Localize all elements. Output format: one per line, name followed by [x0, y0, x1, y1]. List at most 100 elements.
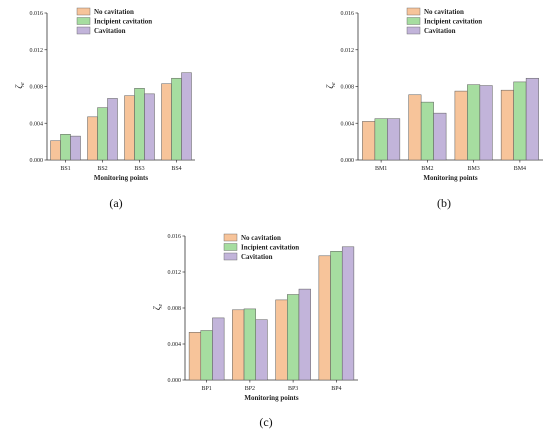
- y-tick-label: 0.004: [168, 342, 182, 348]
- bar-bs3-series-1: [124, 95, 135, 161]
- bar-bm4-series-2: [513, 81, 527, 161]
- x-tick-label: BS2: [97, 166, 107, 172]
- bar-bm1-series-3: [387, 118, 401, 161]
- legend-swatch-series-3: [76, 26, 91, 35]
- bar-bs3-series-3: [144, 93, 155, 161]
- panel-label: (b): [437, 196, 451, 210]
- bar-bs3-series-2: [134, 88, 145, 161]
- x-tick-label: BM4: [514, 166, 526, 172]
- legend-label-series-3: Cavitation: [241, 253, 273, 261]
- bar-bs1-series-3: [70, 135, 81, 161]
- bar-bs4-series-3: [181, 72, 192, 161]
- y-axis-label: ζe: [14, 82, 26, 89]
- chart-panel-3: 0.000 0.004 0.008 0.012 0.016 ζe BP1 BP2 BP3 BP4 M…: [152, 233, 358, 429]
- bar-bp4-series-2: [330, 251, 343, 381]
- chart-panel-1: 0.000 0.004 0.008 0.012 0.016 ζe BS1 BS2 BS3 BS4 M…: [14, 7, 195, 210]
- y-tick-label: 0.004: [341, 121, 355, 127]
- panel-label: (a): [109, 196, 122, 210]
- legend-label-series-1: No cavitation: [424, 8, 464, 16]
- y-tick-label: 0.008: [30, 85, 44, 91]
- legend-label-series-3: Cavitation: [94, 27, 126, 35]
- bar-bs4-series-2: [171, 77, 182, 161]
- y-tick-label: 0.000: [341, 158, 355, 164]
- x-tick-label: BS1: [60, 166, 70, 172]
- legend-label-series-2: Incipient cavitation: [424, 18, 482, 26]
- legend-label-series-2: Incipient cavitation: [94, 18, 152, 26]
- y-axis-symbol: ζ: [152, 305, 162, 310]
- bar-bm1-series-2: [374, 118, 388, 161]
- y-tick-label: 0.016: [341, 11, 355, 17]
- x-tick-label: BP3: [288, 386, 298, 392]
- bar-bs2-series-3: [107, 98, 118, 161]
- y-axis-label: ζe: [152, 304, 164, 311]
- x-axis-label: Monitoring points: [94, 174, 149, 182]
- bar-bs1-series-1: [50, 140, 61, 161]
- x-tick-label: BM2: [421, 166, 433, 172]
- x-tick-label: BS3: [134, 166, 144, 172]
- legend-swatch-series-3: [223, 252, 238, 261]
- bar-bp2-series-2: [243, 308, 256, 381]
- chart-panel-2: 0.000 0.004 0.008 0.012 0.016 ζe BM1 BM2 BM3 BM4 M…: [325, 7, 543, 210]
- y-axis-label: ζe: [325, 82, 337, 89]
- bar-bp1-series-1: [188, 332, 202, 381]
- y-tick-label: 0.004: [30, 121, 44, 127]
- legend-swatch-series-2: [76, 17, 91, 25]
- y-axis-subscript: e: [158, 304, 164, 307]
- legend-swatch-series-1: [223, 233, 238, 242]
- y-axis-subscript: e: [20, 82, 26, 85]
- bar-bm1-series-1: [362, 121, 376, 161]
- legend-swatch-series-2: [406, 17, 421, 25]
- y-axis-symbol: ζ: [14, 84, 24, 89]
- panel-label: (c): [259, 415, 272, 429]
- bar-bp3-series-3: [298, 288, 311, 381]
- x-tick-label: BS4: [171, 166, 181, 172]
- bar-bm4-series-1: [500, 89, 514, 161]
- legend-label-series-1: No cavitation: [241, 234, 281, 242]
- y-axis-symbol: ζ: [325, 84, 335, 89]
- y-tick-label: 0.000: [30, 158, 44, 164]
- bar-bm2-series-1: [408, 94, 422, 161]
- y-tick-label: 0.012: [168, 270, 182, 276]
- x-tick-label: BM1: [375, 166, 387, 172]
- y-tick-label: 0.012: [341, 48, 355, 54]
- bar-bp2-series-3: [255, 319, 268, 381]
- bar-bp2-series-1: [232, 309, 245, 381]
- bar-bs2-series-1: [87, 116, 98, 161]
- legend: No cavitation Incipient cavitationCavitat…: [223, 233, 299, 261]
- bar-bm3-series-2: [467, 84, 481, 161]
- bar-bp1-series-2: [200, 330, 213, 381]
- bar-bs2-series-2: [97, 107, 108, 161]
- legend: No cavitation Incipient cavitationCavitat…: [406, 7, 482, 35]
- legend-swatch-series-1: [76, 7, 91, 16]
- bar-bm4-series-3: [525, 77, 539, 161]
- bar-bm3-series-1: [454, 90, 468, 161]
- y-tick-label: 0.000: [168, 378, 182, 384]
- y-tick-label: 0.008: [168, 306, 182, 312]
- y-axis-subscript: e: [331, 82, 337, 85]
- bar-bp4-series-3: [341, 246, 355, 381]
- bar-bm2-series-2: [420, 101, 434, 161]
- x-tick-label: BP2: [245, 386, 255, 392]
- y-tick-label: 0.016: [168, 234, 182, 240]
- bar-bs1-series-2: [60, 134, 71, 161]
- bar-bp3-series-1: [275, 299, 288, 381]
- bar-bs4-series-1: [161, 83, 172, 161]
- bar-bp4-series-1: [318, 255, 331, 381]
- legend-label-series-2: Incipient cavitation: [241, 244, 299, 252]
- legend-label-series-1: No cavitation: [94, 8, 134, 16]
- x-axis-label: Monitoring points: [244, 394, 299, 402]
- bar-bp1-series-3: [212, 317, 225, 381]
- x-tick-label: BP4: [331, 386, 341, 392]
- bar-bp3-series-2: [287, 294, 300, 381]
- legend-label-series-3: Cavitation: [424, 27, 456, 35]
- x-tick-label: BM3: [467, 166, 479, 172]
- bar-bm2-series-3: [433, 112, 447, 161]
- legend-swatch-series-1: [406, 7, 421, 16]
- legend-swatch-series-2: [223, 243, 238, 251]
- y-tick-label: 0.016: [30, 11, 44, 17]
- y-tick-label: 0.008: [341, 85, 355, 91]
- legend: No cavitation Incipient cavitationCavitat…: [76, 7, 152, 35]
- bar-bm3-series-3: [479, 85, 493, 161]
- x-tick-label: BP1: [201, 386, 211, 392]
